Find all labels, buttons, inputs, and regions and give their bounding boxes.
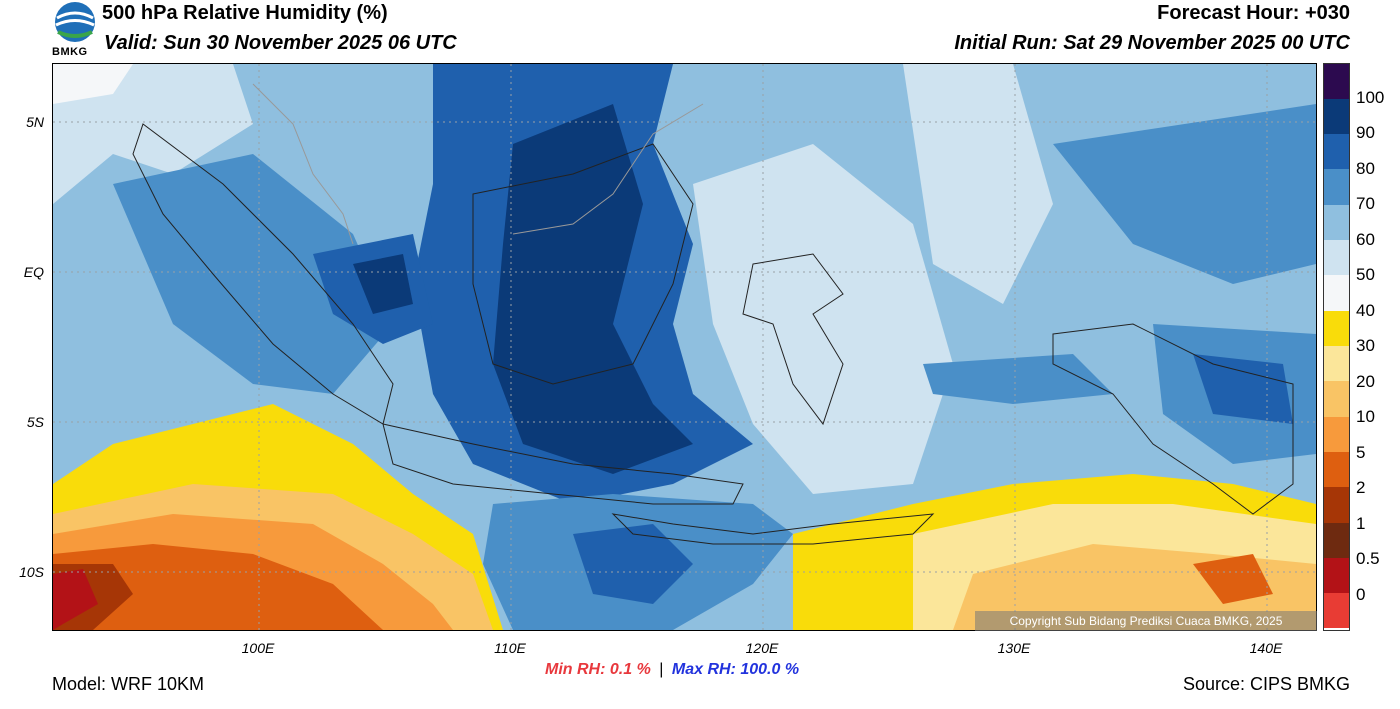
colorbar-swatch (1324, 240, 1349, 275)
model-name: Model: WRF 10KM (52, 674, 205, 694)
humidity-field (53, 64, 1316, 630)
lat-label-5s: 5S (26, 414, 44, 430)
colorbar-swatch (1324, 346, 1349, 381)
colorbar-label: 0.5 (1356, 549, 1380, 568)
colorbar-swatch (1324, 205, 1349, 240)
colorbar-swatch (1324, 417, 1349, 452)
lat-label-10s: 10S (19, 564, 44, 580)
colorbar (1323, 63, 1350, 631)
lon-label-100e: 100E (241, 640, 275, 656)
colorbar-label: 40 (1356, 301, 1375, 320)
rh-stats: Min RH: 0.1 % | Max RH: 100.0 % (545, 661, 799, 679)
colorbar-label: 50 (1356, 265, 1375, 284)
lon-label-110e: 110E (494, 640, 526, 656)
lon-label-130e: 130E (997, 640, 1031, 656)
colorbar-swatch (1324, 99, 1349, 134)
colorbar-swatch (1324, 558, 1349, 593)
lat-label-5n: 5N (26, 114, 44, 130)
colorbar-label: 80 (1356, 159, 1375, 178)
colorbar-label: 100 (1356, 88, 1385, 107)
colorbar-swatch (1324, 523, 1349, 558)
humidity-map (52, 63, 1317, 631)
copyright-note: Copyright Sub Bidang Prediksi Cuaca BMKG… (975, 611, 1317, 631)
source-name: Source: CIPS BMKG (1182, 674, 1350, 694)
forecast-hour: Forecast Hour: +030 (1157, 2, 1350, 24)
colorbar-label: 2 (1356, 478, 1366, 497)
colorbar-label: 1 (1356, 514, 1366, 533)
max-rh-value: 100.0 % (740, 661, 800, 678)
colorbar-swatch (1324, 64, 1349, 99)
logo-text: BMKG (52, 46, 88, 58)
colorbar-swatch (1324, 381, 1349, 417)
min-rh-value: 0.1 % (609, 661, 651, 678)
colorbar-swatch (1324, 134, 1349, 169)
colorbar-label: 5 (1356, 443, 1366, 462)
colorbar-label: 90 (1356, 123, 1375, 142)
lat-label-eq: EQ (23, 264, 44, 280)
chart-title: 500 hPa Relative Humidity (%) (102, 2, 388, 24)
stats-separator: | (659, 661, 664, 678)
colorbar-label: 60 (1356, 230, 1375, 249)
bmkg-logo (55, 2, 95, 42)
colorbar-label: 70 (1356, 194, 1375, 213)
colorbar-label: 0 (1356, 585, 1366, 604)
max-rh-label: Max RH: (671, 661, 736, 678)
colorbar-swatch (1324, 311, 1349, 346)
colorbar-label: 10 (1356, 407, 1375, 426)
colorbar-label: 20 (1356, 372, 1375, 391)
colorbar-label: 30 (1356, 336, 1375, 355)
colorbar-swatch (1324, 169, 1349, 205)
initial-run: Initial Run: Sat 29 November 2025 00 UTC (954, 32, 1350, 54)
colorbar-swatch (1324, 275, 1349, 311)
valid-time: Valid: Sun 30 November 2025 06 UTC (104, 32, 457, 54)
min-rh-label: Min RH: (545, 661, 606, 678)
colorbar-swatch (1324, 593, 1349, 628)
colorbar-swatch (1324, 487, 1349, 523)
lon-label-140e: 140E (1249, 640, 1283, 656)
lon-label-120e: 120E (745, 640, 779, 656)
colorbar-swatch (1324, 452, 1349, 487)
